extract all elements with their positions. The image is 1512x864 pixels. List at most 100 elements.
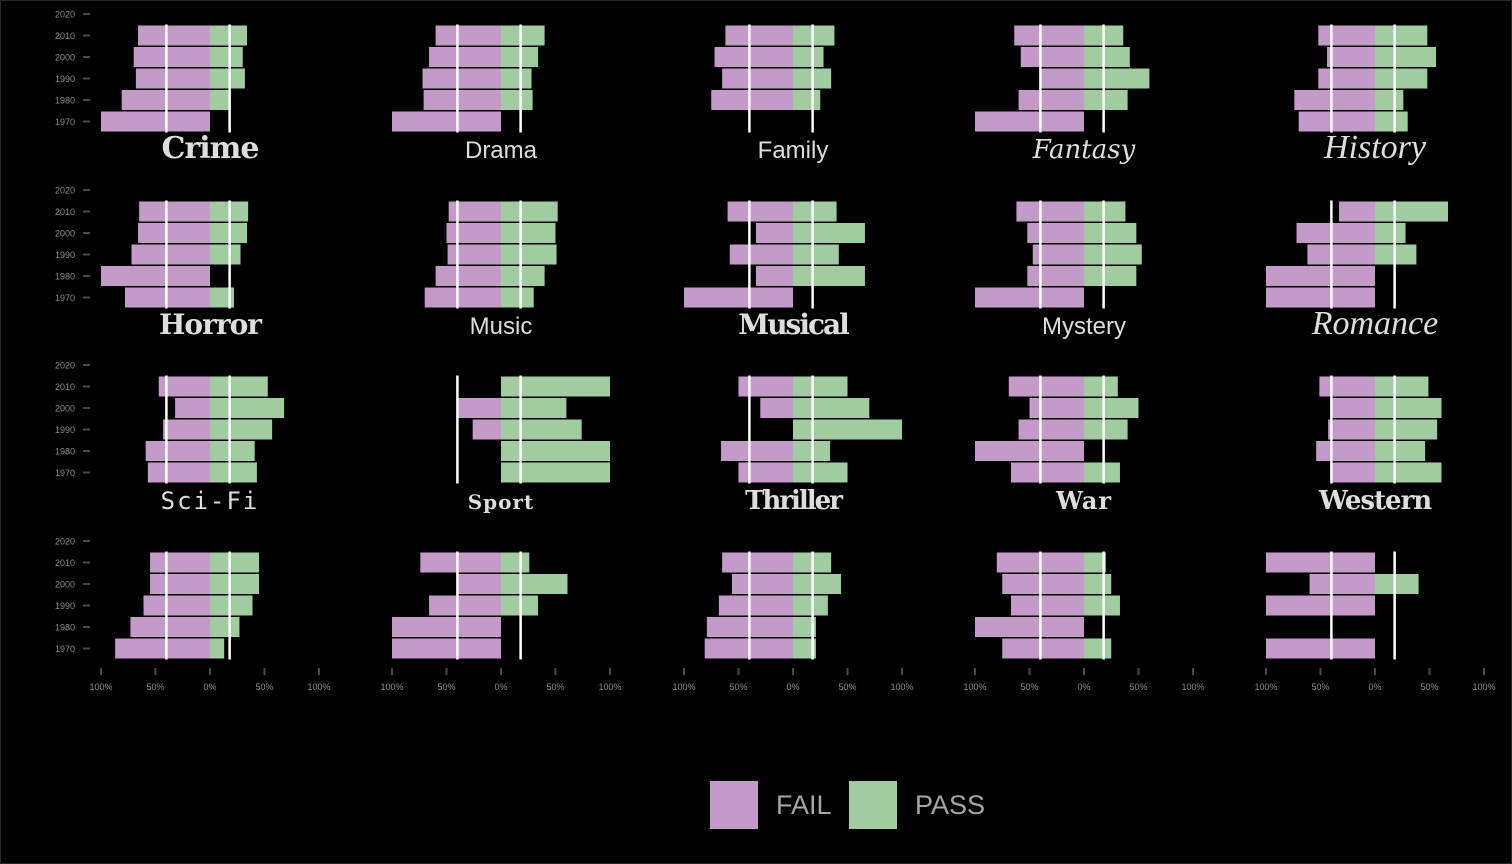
fail-bar xyxy=(1027,223,1084,243)
pass-bar xyxy=(1375,574,1419,594)
pass-bar xyxy=(1375,441,1426,461)
legend-fail-swatch xyxy=(710,781,758,829)
pass-bar xyxy=(501,574,568,594)
fail-bar xyxy=(1008,376,1084,397)
x-tick-label: 0% xyxy=(203,682,216,692)
fail-bar xyxy=(1298,111,1375,132)
pass-bar xyxy=(1375,68,1428,89)
pass-bar xyxy=(210,638,225,659)
x-tick-label: 50% xyxy=(437,682,455,692)
x-tick-label: 100% xyxy=(1254,682,1277,692)
fail-bar xyxy=(727,201,793,222)
x-tick-label: 100% xyxy=(307,682,330,692)
fail-bar xyxy=(1266,552,1375,573)
pass-bar xyxy=(210,462,257,483)
fail-bar xyxy=(448,201,501,222)
y-tick-label: 1980 xyxy=(55,623,75,633)
pass-bar xyxy=(793,266,865,286)
pass-bar xyxy=(1375,25,1428,46)
pass-bar xyxy=(793,595,828,616)
x-tick-label: 50% xyxy=(1020,682,1038,692)
pass-bar xyxy=(501,223,556,243)
fail-bar xyxy=(1010,595,1084,616)
x-tick-label: 0% xyxy=(494,682,507,692)
genre-title-western: Western xyxy=(1318,486,1433,516)
fail-bar xyxy=(138,223,210,243)
pass-bar xyxy=(1084,244,1142,265)
fail-bar xyxy=(1316,441,1375,461)
x-tick-label: 50% xyxy=(1311,682,1329,692)
genre-title-war: War xyxy=(1055,486,1112,515)
fail-bar xyxy=(731,574,793,594)
pass-bar xyxy=(793,419,902,440)
x-tick-label: 100% xyxy=(89,682,112,692)
pass-bar xyxy=(1375,462,1442,483)
pass-bar xyxy=(1375,419,1438,440)
fail-bar xyxy=(1266,266,1375,286)
x-tick-label: 50% xyxy=(838,682,856,692)
x-tick-label: 100% xyxy=(963,682,986,692)
fail-bar xyxy=(435,266,501,286)
pass-bar xyxy=(1084,552,1106,573)
pass-bar xyxy=(210,552,260,573)
fail-bar xyxy=(145,441,210,461)
fail-bar xyxy=(115,638,210,659)
pass-bar xyxy=(501,441,610,461)
fail-bar xyxy=(1014,25,1084,46)
x-tick-label: 100% xyxy=(598,682,621,692)
pass-bar xyxy=(501,376,610,397)
genre-title-thriller: Thriller xyxy=(745,486,843,516)
y-tick-label: 1980 xyxy=(55,447,75,457)
pass-bar xyxy=(1084,574,1112,594)
fail-bar xyxy=(1002,638,1084,659)
fail-bar xyxy=(1294,90,1375,110)
fail-bar xyxy=(1016,201,1084,222)
fail-bar xyxy=(424,287,501,308)
pass-bar xyxy=(1375,376,1429,397)
pass-bar xyxy=(210,398,285,418)
pass-bar xyxy=(1084,376,1118,397)
fail-bar xyxy=(1327,47,1375,67)
pass-bar xyxy=(1084,638,1112,659)
y-tick-label: 2000 xyxy=(55,404,75,414)
pass-bar xyxy=(501,552,530,573)
y-tick-label: 1980 xyxy=(55,96,75,106)
pass-bar xyxy=(210,90,231,110)
pass-bar xyxy=(210,441,255,461)
x-tick-label: 100% xyxy=(380,682,403,692)
fail-bar xyxy=(1029,398,1084,418)
fail-bar xyxy=(1332,462,1375,483)
y-tick-label: 2020 xyxy=(55,186,75,196)
fail-bar xyxy=(1307,244,1375,265)
pass-bar xyxy=(501,266,545,286)
pass-bar xyxy=(1375,47,1437,67)
fail-bar xyxy=(1328,419,1375,440)
y-tick-label: 2000 xyxy=(55,229,75,239)
fail-bar xyxy=(472,419,501,440)
fail-bar xyxy=(1027,266,1084,286)
fail-bar xyxy=(738,376,793,397)
genre-title-musical: Musical xyxy=(738,308,849,341)
fail-bar xyxy=(422,68,501,89)
pass-bar xyxy=(793,201,837,222)
x-tick-label: 50% xyxy=(546,682,564,692)
fail-bar xyxy=(1032,244,1084,265)
fail-bar xyxy=(975,617,1084,637)
y-tick-label: 1990 xyxy=(55,425,75,435)
pass-bar xyxy=(1084,398,1139,418)
genre-title-history: History xyxy=(1323,129,1427,166)
fail-bar xyxy=(447,244,501,265)
y-tick-label: 1970 xyxy=(55,468,75,478)
pass-bar xyxy=(501,462,610,483)
pass-bar xyxy=(210,617,240,637)
genre-title-drama: Drama xyxy=(465,137,538,164)
x-tick-label: 0% xyxy=(786,682,799,692)
y-tick-label: 2020 xyxy=(55,10,75,20)
fail-bar xyxy=(711,90,793,110)
y-tick-label: 2010 xyxy=(55,558,75,568)
fail-bar xyxy=(1018,419,1084,440)
x-tick-label: 100% xyxy=(672,682,695,692)
fail-bar xyxy=(101,266,210,286)
fail-bar xyxy=(1010,462,1084,483)
